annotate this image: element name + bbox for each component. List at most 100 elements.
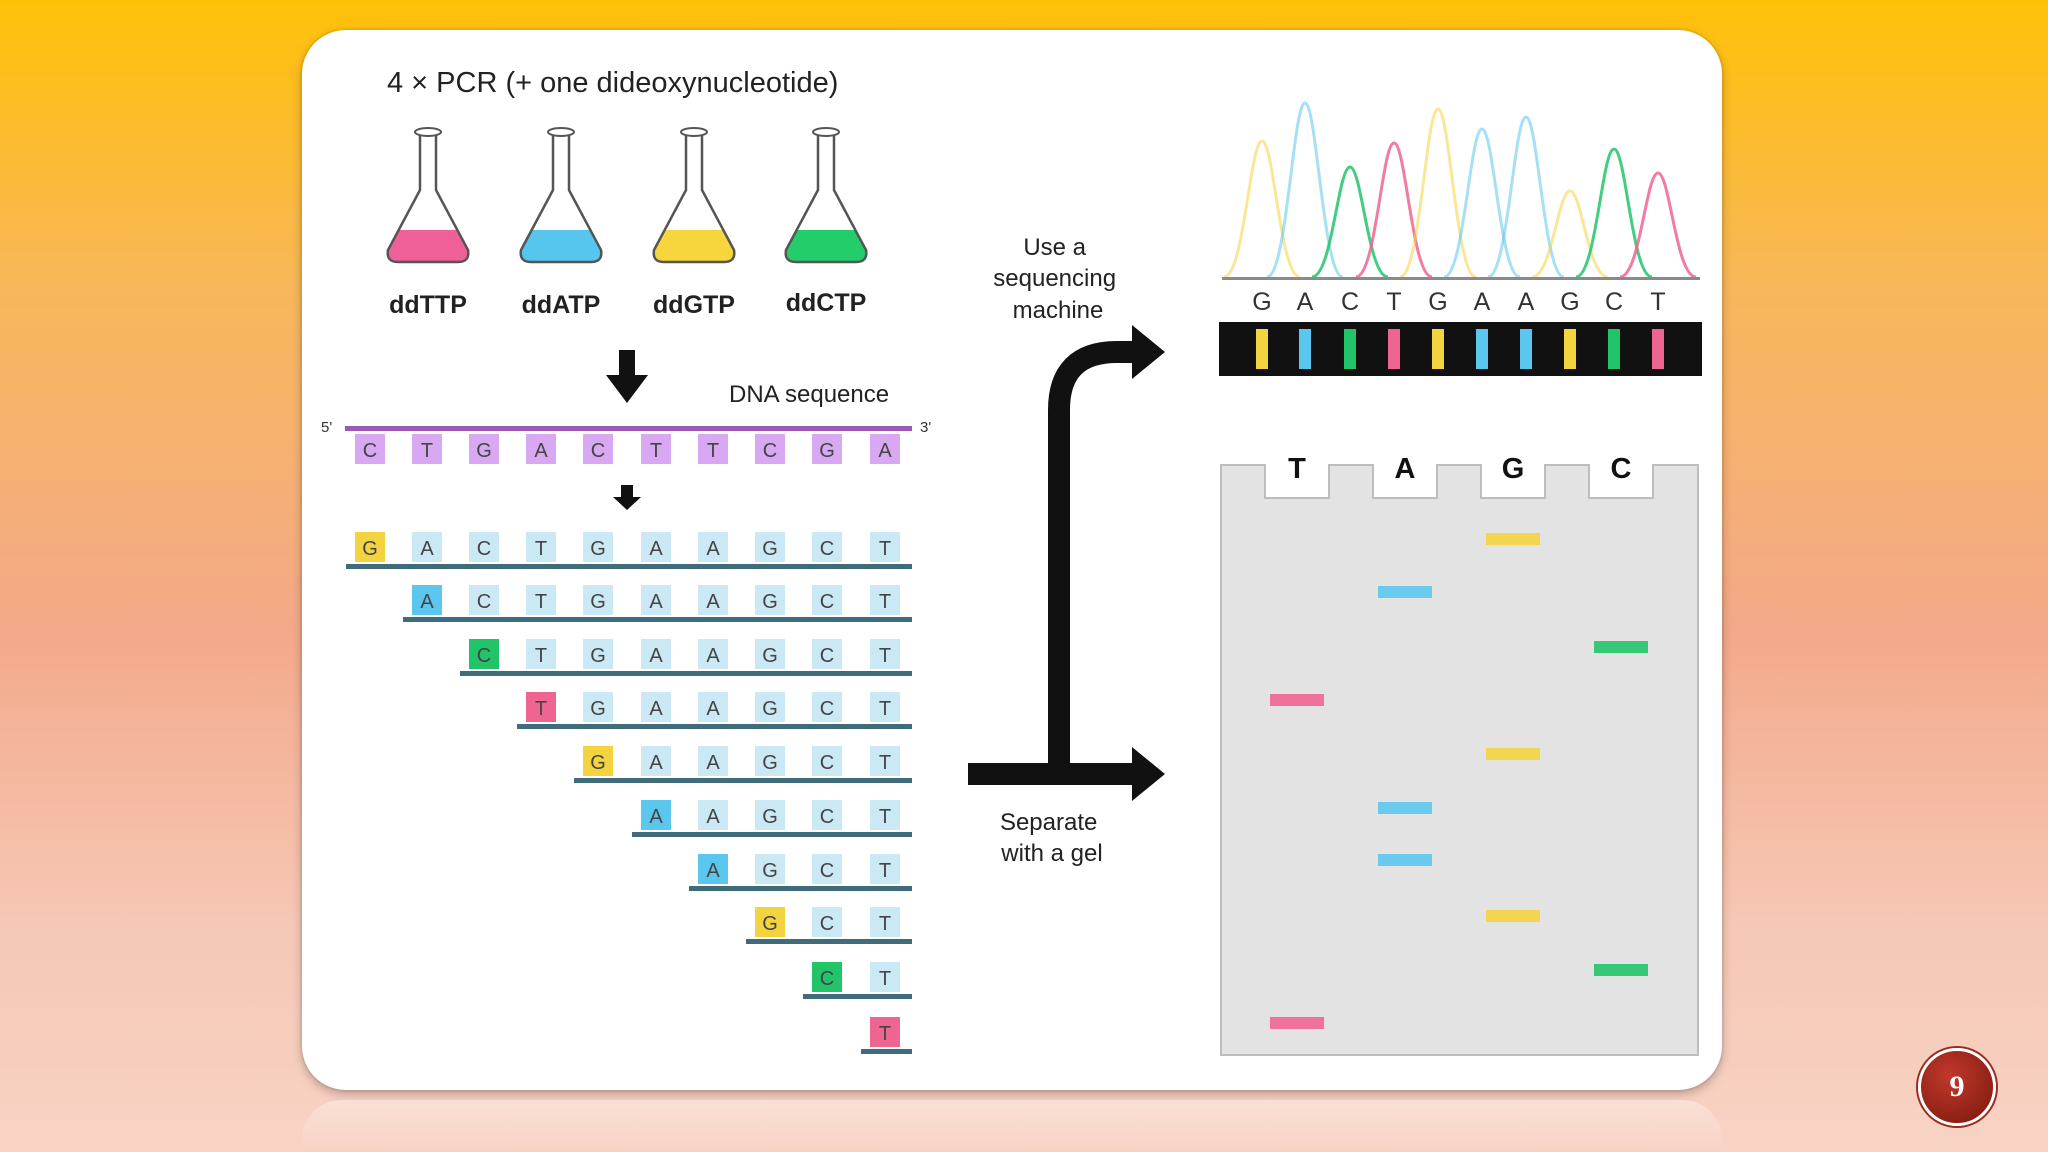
readout-letter: A (1474, 288, 1491, 316)
use-machine-label: Use a sequencing machine (993, 234, 1122, 324)
template-base-letter: C (363, 440, 377, 462)
readout-colour-bar (1299, 329, 1311, 369)
readout-letter: G (1428, 288, 1447, 316)
flask-ddctp: ddCTP (784, 127, 868, 317)
template-base-letter: T (650, 440, 662, 462)
template-base-box (698, 434, 728, 464)
fragment-base-box (641, 639, 671, 669)
gel-lane-label: A (1395, 453, 1416, 485)
fragment-base-letter: T (879, 698, 891, 720)
fragment-base-box (755, 854, 785, 884)
gel-band (1594, 641, 1648, 653)
template-base-box (412, 434, 442, 464)
readout-letter: G (1252, 288, 1271, 316)
flask-liquid (653, 230, 735, 262)
fragment-base-box (641, 585, 671, 615)
fragment-base-box (526, 585, 556, 615)
template-base-box (583, 434, 613, 464)
fragment-strand-line (803, 994, 912, 999)
readout-colour-bar (1344, 329, 1356, 369)
fragment-base-box (583, 532, 613, 562)
fragment-base-letter: T (535, 645, 547, 667)
branch-arrow-head-top (1132, 325, 1165, 379)
fragment-base-box (641, 692, 671, 722)
fragment-terminal-base (641, 800, 671, 830)
flask-liquid (520, 230, 602, 262)
fragment-base-letter: G (762, 752, 778, 774)
template-base-letter: A (534, 440, 548, 462)
readout-letter: C (1341, 288, 1359, 316)
fragment-base-letter: A (649, 698, 663, 720)
fragment-base-box (812, 585, 842, 615)
fragment-base-box (755, 585, 785, 615)
chromatogram-peak (1619, 171, 1697, 279)
gel-lane-label: C (1611, 453, 1632, 485)
fragment-base-box (698, 800, 728, 830)
fragment-base-box (870, 854, 900, 884)
fragment-terminal-base (412, 585, 442, 615)
fragment-base-box (870, 746, 900, 776)
fragment-base-letter: G (762, 860, 778, 882)
fragment-base-letter: A (706, 752, 720, 774)
fragment-base-box (812, 639, 842, 669)
fragment-base-letter: G (762, 538, 778, 560)
readout-letter: T (1386, 288, 1401, 316)
fragment-base-box (812, 907, 842, 937)
fragment-base-letter: C (477, 645, 491, 667)
fragment-base-letter: G (762, 698, 778, 720)
fragment-strand-line (346, 564, 912, 569)
fragment-base-letter: C (820, 698, 834, 720)
fragment-base-letter: C (820, 968, 834, 990)
template-base-letter: C (591, 440, 605, 462)
fragment-base-letter: A (706, 860, 720, 882)
readout-colour-bar (1476, 329, 1488, 369)
readout-letter: A (1297, 288, 1314, 316)
fragment-base-letter: G (762, 913, 778, 935)
fragment-base-letter: C (477, 538, 491, 560)
fragment-base-box (583, 585, 613, 615)
fragment-base-box (755, 800, 785, 830)
fragment-terminal-base (812, 962, 842, 992)
flask-ddttp: ddTTP (386, 127, 470, 319)
fragment-base-box (755, 746, 785, 776)
fragment-base-letter: A (649, 538, 663, 560)
fragment-base-letter: C (820, 913, 834, 935)
fragment-strand-line (746, 939, 912, 944)
down-arrow-small-icon (613, 485, 641, 510)
readout-colour-bar (1388, 329, 1400, 369)
fragment-base-letter: C (820, 538, 834, 560)
fragment-strand-line (632, 832, 912, 837)
chromatogram-peak (1355, 141, 1433, 279)
fragment-ladder: G A C T G A A G C T A C T G A A G C T C T G A A G C T T G A A G C T G A A G C T… (346, 532, 912, 1054)
gel-band (1270, 694, 1324, 706)
readout-bar (1219, 322, 1702, 376)
flask-label: ddGTP (653, 291, 735, 319)
template-base-letter: G (819, 440, 835, 462)
fragment-terminal-base (355, 532, 385, 562)
fragment-base-box (755, 692, 785, 722)
fragment-base-letter: C (820, 860, 834, 882)
fragment-base-letter: G (590, 538, 606, 560)
template-base-letter: C (763, 440, 777, 462)
fragment-base-letter: T (879, 752, 891, 774)
fragment-base-box (870, 639, 900, 669)
template-strand-line (345, 426, 912, 431)
chromatogram-peak (1487, 115, 1565, 279)
readout-colour-bar (1564, 329, 1576, 369)
fragment-strand-line (403, 617, 912, 622)
fragment-base-box (870, 532, 900, 562)
fragment-strand-line (574, 778, 912, 783)
down-arrow-icon (606, 350, 648, 403)
fragment-base-box (812, 746, 842, 776)
readout-colour-bar (1432, 329, 1444, 369)
fragment-base-letter: C (477, 591, 491, 613)
fragment-terminal-base (755, 907, 785, 937)
gel-bands (1270, 533, 1648, 1029)
readout-letter: A (1518, 288, 1535, 316)
fragment-base-box (698, 532, 728, 562)
dna-sequence-label: DNA sequence (729, 381, 889, 408)
fragment-base-letter: A (649, 806, 663, 828)
fragment-base-box (812, 532, 842, 562)
card-reflection (302, 1100, 1722, 1152)
